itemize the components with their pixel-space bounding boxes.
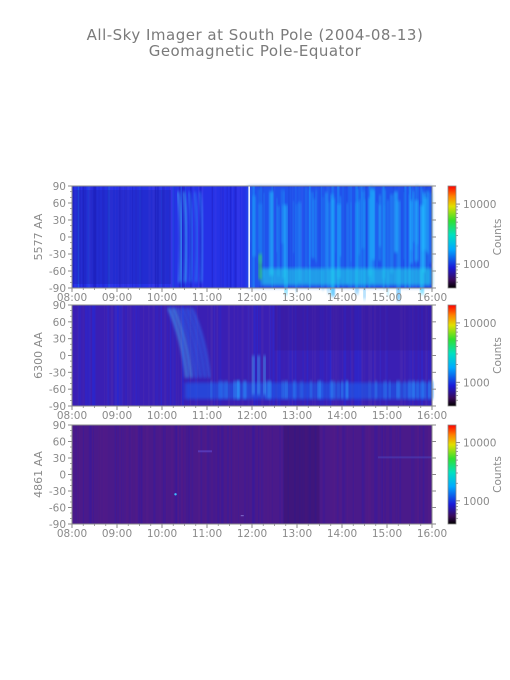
x-tick-label: 15:00 <box>372 410 402 422</box>
colorbar-tick-label: 10000 <box>463 199 496 211</box>
y-tick-label: -90 <box>49 283 66 295</box>
colorbar-frame <box>447 185 457 289</box>
colorbar-gradient <box>448 425 456 524</box>
x-tick-label: 14:00 <box>327 292 357 304</box>
x-tick-label: 13:00 <box>282 528 312 540</box>
x-tick-label: 16:00 <box>417 528 447 540</box>
x-tick-label: 09:00 <box>102 410 132 422</box>
y-tick-label: -30 <box>49 486 66 498</box>
x-tick-label: 15:00 <box>372 528 402 540</box>
y-tick-label: 0 <box>59 351 66 363</box>
data-gap-line <box>248 186 250 288</box>
colorbar-tick-label: 10000 <box>463 438 496 450</box>
y-axis-label: 5577 AA <box>32 213 45 260</box>
x-tick-label: 12:00 <box>237 410 267 422</box>
x-tick-label: 13:00 <box>282 410 312 422</box>
x-tick-label: 11:00 <box>192 410 222 422</box>
colorbar-tick-label: 10000 <box>463 318 496 330</box>
colorbar-frame <box>447 304 457 407</box>
heatmap-aurora-band <box>261 268 432 286</box>
y-tick-label: 90 <box>53 181 66 193</box>
x-tick-label: 14:00 <box>327 528 357 540</box>
x-tick-label: 12:00 <box>237 292 267 304</box>
y-tick-label: 60 <box>53 317 66 329</box>
colorbar-gradient <box>448 186 456 288</box>
y-tick-label: -30 <box>49 367 66 379</box>
y-axis-label: 6300 AA <box>32 332 45 379</box>
heatmap-texture <box>75 425 431 524</box>
x-tick-label: 15:00 <box>372 292 402 304</box>
y-tick-label: 90 <box>53 420 66 432</box>
y-tick-label: 0 <box>59 232 66 244</box>
colorbar-label: Counts <box>492 219 504 256</box>
colorbar-tick-label: 1000 <box>463 377 490 389</box>
heatmap-dim-region <box>72 190 171 284</box>
x-tick-label: 12:00 <box>237 528 267 540</box>
y-tick-label: 60 <box>53 198 66 210</box>
chart-title: All-Sky Imager at South Pole (2004-08-13… <box>86 26 424 44</box>
colorbar-label: Counts <box>492 456 504 493</box>
x-tick-label: 16:00 <box>417 292 447 304</box>
y-tick-label: -60 <box>49 503 66 515</box>
colorbar-tick-label: 1000 <box>463 259 490 271</box>
x-tick-label: 10:00 <box>147 292 177 304</box>
y-tick-label: -30 <box>49 249 66 261</box>
y-tick-label: -60 <box>49 266 66 278</box>
x-tick-label: 10:00 <box>147 410 177 422</box>
chart-subtitle: Geomagnetic Pole-Equator <box>148 42 362 60</box>
y-tick-label: 30 <box>53 215 66 227</box>
x-tick-label: 14:00 <box>327 410 357 422</box>
colorbar-frame <box>447 424 457 525</box>
y-tick-label: 90 <box>53 300 66 312</box>
x-tick-label: 10:00 <box>147 528 177 540</box>
y-axis-label: 4861 AA <box>32 451 45 498</box>
y-tick-label: 60 <box>53 437 66 449</box>
x-tick-label: 08:00 <box>57 292 87 304</box>
y-tick-label: -90 <box>49 519 66 531</box>
y-tick-label: -90 <box>49 401 66 413</box>
x-tick-label: 11:00 <box>192 292 222 304</box>
y-tick-label: 30 <box>53 334 66 346</box>
x-tick-label: 16:00 <box>417 410 447 422</box>
y-tick-label: 0 <box>59 470 66 482</box>
y-tick-label: -60 <box>49 384 66 396</box>
heatmap-texture <box>77 305 433 406</box>
x-tick-label: 08:00 <box>57 410 87 422</box>
x-tick-label: 08:00 <box>57 528 87 540</box>
x-tick-label: 09:00 <box>102 528 132 540</box>
y-tick-label: 30 <box>53 453 66 465</box>
colorbar-label: Counts <box>492 337 504 374</box>
x-tick-label: 09:00 <box>102 292 132 304</box>
x-tick-label: 11:00 <box>192 528 222 540</box>
colorbar-gradient <box>448 305 456 406</box>
colorbar-tick-label: 1000 <box>463 496 490 508</box>
x-tick-label: 13:00 <box>282 292 312 304</box>
